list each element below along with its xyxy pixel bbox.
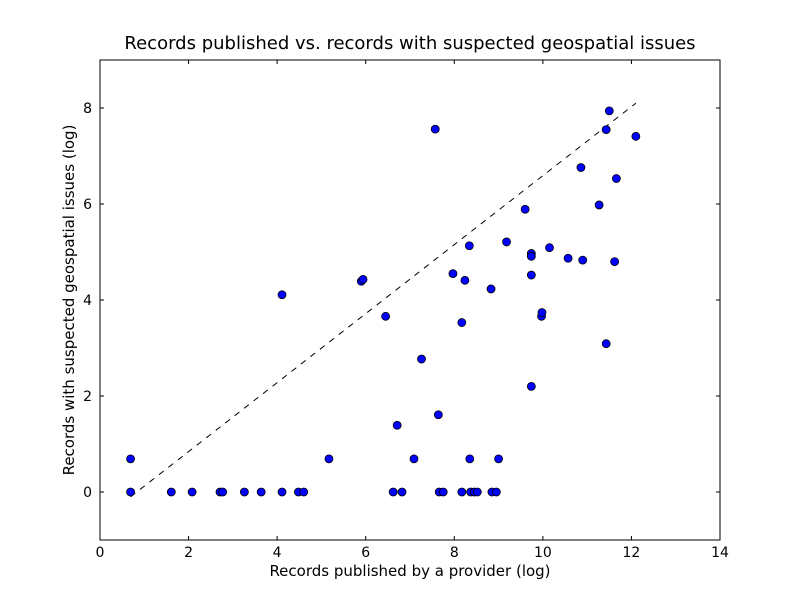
y-tick-label: 2 xyxy=(83,389,92,405)
y-tick-label: 8 xyxy=(83,101,92,117)
data-point xyxy=(594,200,604,210)
data-point xyxy=(526,251,536,261)
data-point xyxy=(392,420,402,430)
x-tick-label: 8 xyxy=(450,545,459,561)
data-point xyxy=(324,454,334,464)
data-point xyxy=(486,284,496,294)
data-point xyxy=(126,487,135,497)
data-point xyxy=(218,487,228,497)
data-point xyxy=(239,487,249,497)
y-tick-label: 6 xyxy=(83,197,92,213)
data-point xyxy=(576,163,586,172)
data-point xyxy=(457,487,467,497)
data-point xyxy=(433,410,443,420)
x-tick-label: 0 xyxy=(96,545,105,561)
reference-line-layer xyxy=(130,102,637,498)
x-tick-label: 12 xyxy=(623,545,641,561)
data-point xyxy=(457,318,467,327)
data-point xyxy=(631,131,641,141)
chart-title: Records published vs. records with suspe… xyxy=(124,33,695,54)
data-point xyxy=(277,290,287,300)
data-point xyxy=(397,487,407,497)
data-point xyxy=(494,454,503,464)
data-point xyxy=(464,241,474,251)
data-point xyxy=(604,106,614,116)
data-point xyxy=(537,308,547,317)
data-point xyxy=(256,487,266,497)
data-point xyxy=(526,381,536,391)
data-point xyxy=(491,487,501,497)
x-axis-label: Records published by a provider (log) xyxy=(269,562,550,580)
x-tick-label: 6 xyxy=(361,545,370,561)
data-point xyxy=(465,454,475,464)
data-point xyxy=(563,253,573,263)
x-tick-label: 14 xyxy=(711,545,729,561)
data-points-layer xyxy=(126,106,641,497)
data-point xyxy=(166,487,176,497)
data-point xyxy=(601,339,611,349)
reference-line xyxy=(130,102,637,498)
data-point xyxy=(472,487,482,497)
data-point xyxy=(381,311,391,321)
data-point xyxy=(187,487,197,497)
data-point xyxy=(299,487,309,497)
x-tick-label: 4 xyxy=(273,545,282,561)
ticks-layer: 0 2 4 6 8 10 12 14 0 2 4 6 8 xyxy=(83,60,729,561)
y-tick-label: 0 xyxy=(83,485,92,501)
data-point xyxy=(460,275,470,285)
data-point xyxy=(417,354,426,364)
data-point xyxy=(277,487,287,497)
data-point xyxy=(578,255,588,265)
data-point xyxy=(611,174,621,183)
data-point xyxy=(520,204,530,214)
data-point xyxy=(388,487,398,497)
data-point xyxy=(448,269,458,279)
plot-area-frame xyxy=(99,59,721,541)
data-point xyxy=(126,454,135,464)
data-point xyxy=(601,125,611,135)
x-tick-label: 2 xyxy=(184,545,193,561)
data-point xyxy=(358,274,368,284)
data-point xyxy=(430,124,440,134)
data-point xyxy=(610,257,619,267)
data-point xyxy=(526,270,536,280)
y-tick-label: 4 xyxy=(83,293,92,309)
x-tick-label: 10 xyxy=(534,545,552,561)
y-axis-label: Records with suspected geospatial issues… xyxy=(60,125,78,476)
data-point xyxy=(409,454,419,464)
data-point xyxy=(545,243,554,253)
data-point xyxy=(438,487,448,497)
data-point xyxy=(502,237,511,247)
